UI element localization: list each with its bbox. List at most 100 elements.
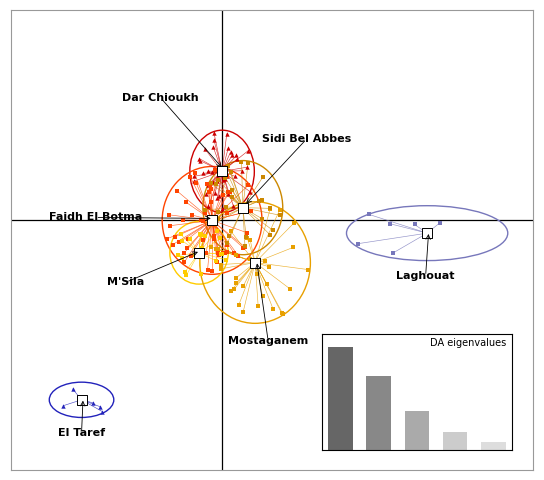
Text: Mostaganem: Mostaganem [228, 336, 308, 346]
Point [238, 167, 246, 175]
Point [201, 209, 209, 217]
Point [214, 215, 222, 223]
Point [163, 235, 171, 242]
Point [243, 234, 251, 241]
Point [436, 219, 444, 227]
Point [168, 241, 177, 249]
Point [221, 249, 230, 256]
Text: Dar Chioukh: Dar Chioukh [122, 93, 199, 103]
Point [212, 180, 220, 187]
Point [221, 203, 230, 211]
Text: Faidh El Botma: Faidh El Botma [49, 213, 142, 222]
Point [221, 174, 230, 181]
Point [229, 202, 238, 210]
Point [200, 232, 209, 240]
Point [243, 163, 252, 171]
Point [224, 190, 233, 197]
Point [219, 192, 227, 199]
Point [244, 181, 252, 189]
Point [210, 232, 219, 240]
Point [239, 282, 248, 290]
Point [213, 245, 222, 253]
Point [277, 310, 286, 317]
Point [166, 222, 175, 229]
Point [231, 280, 240, 288]
Point [197, 216, 206, 224]
Point [205, 188, 213, 196]
Point [258, 173, 267, 180]
Point [203, 181, 212, 189]
Point [217, 250, 226, 257]
Point [98, 408, 107, 415]
Point [245, 188, 254, 195]
Point [237, 158, 246, 166]
Point [242, 228, 251, 236]
Point [206, 181, 215, 189]
Point [240, 243, 249, 251]
Text: El Taref: El Taref [58, 428, 105, 438]
Point [196, 230, 205, 238]
Point [214, 192, 223, 200]
Point [195, 249, 203, 257]
Point [223, 172, 232, 180]
Point [210, 220, 219, 228]
Point [219, 249, 227, 257]
Point [244, 147, 252, 155]
Text: Sidi Bel Abbes: Sidi Bel Abbes [262, 134, 351, 144]
Point [226, 287, 235, 295]
Point [354, 240, 363, 248]
Point [234, 301, 243, 309]
Point [389, 249, 398, 257]
Point [221, 166, 230, 173]
Point [202, 190, 211, 198]
Point [216, 234, 225, 242]
Point [181, 268, 189, 276]
Text: Laghouat: Laghouat [397, 271, 455, 281]
Point [203, 202, 212, 210]
Point [183, 244, 191, 252]
Point [254, 302, 263, 310]
Point [209, 129, 218, 137]
Point [223, 172, 232, 180]
Point [221, 256, 230, 264]
Point [186, 235, 194, 243]
Point [227, 193, 236, 201]
Point [175, 239, 184, 246]
Point [214, 208, 222, 216]
Point [286, 285, 294, 293]
Point [220, 203, 228, 211]
Point [200, 206, 209, 214]
Point [190, 172, 199, 180]
Point [77, 396, 86, 404]
Point [226, 228, 235, 235]
Point [206, 198, 215, 205]
Point [213, 249, 222, 257]
Point [230, 172, 239, 180]
Point [239, 244, 248, 252]
Point [364, 211, 373, 218]
Point [279, 310, 287, 318]
Point [261, 257, 269, 264]
Point [196, 231, 205, 239]
Point [243, 208, 251, 216]
Point [211, 166, 220, 174]
Point [179, 216, 188, 224]
Point [209, 136, 218, 144]
Point [208, 267, 217, 275]
Point [222, 248, 231, 255]
Point [200, 145, 209, 153]
Point [178, 254, 187, 262]
Point [275, 206, 284, 214]
Point [232, 152, 241, 159]
Point [225, 232, 234, 240]
Point [215, 251, 224, 258]
Point [251, 259, 259, 266]
Point [170, 233, 179, 241]
Point [208, 216, 217, 224]
Point [258, 215, 267, 223]
Point [210, 235, 219, 242]
Point [227, 168, 236, 176]
Point [265, 231, 274, 239]
Point [217, 250, 225, 258]
Point [186, 173, 195, 181]
